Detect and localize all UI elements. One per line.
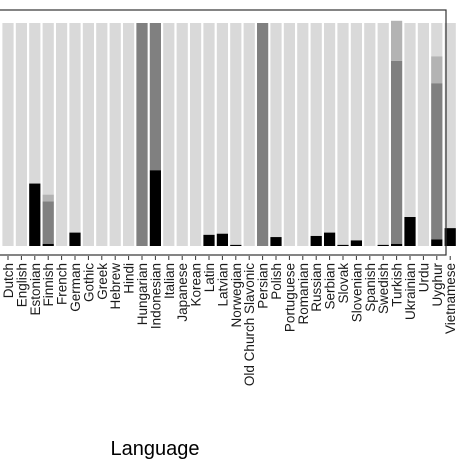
x-tick-label-polish: Polish <box>269 263 284 300</box>
bars-layer <box>2 20 456 246</box>
bar-segment-1-turkish <box>391 243 403 246</box>
bar-segment-2-hungarian <box>136 23 148 246</box>
x-tick-label-serbian: Serbian <box>323 263 338 310</box>
bar-remainder-vietnamese <box>444 23 456 246</box>
bar-segment-3-turkish <box>391 20 403 61</box>
bar-remainder-german <box>69 23 81 246</box>
bar-remainder-ukrainian <box>404 23 416 246</box>
bar-segment-3-finnish <box>42 194 54 202</box>
x-tick-label-uyghur: Uyghur <box>430 263 445 307</box>
x-tick-label-english: English <box>14 263 29 307</box>
bar-segment-2-persian <box>257 23 269 246</box>
x-tick-label-persian: Persian <box>256 263 271 309</box>
x-tick-label-hungarian: Hungarian <box>135 263 150 325</box>
x-tick-label-japanese: Japanese <box>175 263 190 322</box>
bar-remainder-italian <box>163 23 175 246</box>
bar-remainder-hindi <box>123 23 135 246</box>
x-tick-label-urdu: Urdu <box>416 263 431 292</box>
bar-remainder-gothic <box>82 23 94 246</box>
x-tick-label-korean: Korean <box>189 263 204 307</box>
bar-remainder-korean <box>190 23 202 246</box>
x-tick-label-hindi: Hindi <box>122 263 137 294</box>
bar-segment-1-estonian <box>29 183 41 246</box>
bar-remainder-norwegian <box>230 23 242 246</box>
bar-segment-1-serbian <box>324 232 336 246</box>
bar-remainder-portuguese <box>283 23 295 246</box>
bar-segment-2-turkish <box>391 60 403 244</box>
x-tick-label-ukrainian: Ukrainian <box>403 263 418 320</box>
bar-segment-2-uyghur <box>431 83 443 240</box>
bar-remainder-slovenian <box>350 23 362 246</box>
bar-segment-1-vietnamese <box>444 228 456 246</box>
bar-segment-1-ukrainian <box>404 217 416 246</box>
bar-segment-1-norwegian <box>230 244 242 246</box>
bar-segment-3-uyghur <box>431 56 443 84</box>
bar-segment-1-russian <box>310 235 322 246</box>
bar-remainder-urdu <box>417 23 429 246</box>
bar-segment-1-german <box>69 232 81 246</box>
x-tick-label-slovak: Slovak <box>336 263 351 304</box>
bar-remainder-slovak <box>337 23 349 246</box>
bar-remainder-russian <box>310 23 322 246</box>
x-tick-label-german: German <box>68 263 83 312</box>
x-tick-label-turkish: Turkish <box>390 263 405 307</box>
x-tick-label-latin: Latin <box>202 263 217 292</box>
bar-segment-1-polish <box>270 237 282 246</box>
x-axis-tick-labels: DutchEnglishEstonianFinnishFrenchGermanG… <box>1 263 458 387</box>
x-tick-label-romanian: Romanian <box>296 263 311 325</box>
x-tick-label-spanish: Spanish <box>363 263 378 312</box>
bar-segment-1-latin <box>203 234 215 246</box>
bar-segment-2-finnish <box>42 201 54 244</box>
bar-segment-1-latvian <box>216 233 228 246</box>
x-tick-label-hebrew: Hebrew <box>108 263 123 310</box>
x-tick-label-slovenian: Slovenian <box>349 263 364 322</box>
bar-remainder-latvian <box>216 23 228 246</box>
bar-segment-1-swedish <box>377 244 389 246</box>
bar-remainder-spanish <box>364 23 376 246</box>
bar-remainder-english <box>15 23 27 246</box>
bar-remainder-old-church-slavonic <box>243 23 255 246</box>
bar-remainder-polish <box>270 23 282 246</box>
x-tick-label-latvian: Latvian <box>215 263 230 307</box>
bar-remainder-estonian <box>29 23 41 246</box>
x-tick-label-greek: Greek <box>95 263 110 300</box>
bar-segment-1-indonesian <box>149 170 161 246</box>
bar-remainder-romanian <box>297 23 309 246</box>
bar-remainder-swedish <box>377 23 389 246</box>
bar-remainder-hebrew <box>109 23 121 246</box>
bar-segment-1-slovak <box>337 244 349 246</box>
x-tick-label-swedish: Swedish <box>376 263 391 314</box>
x-tick-label-portuguese: Portuguese <box>282 263 297 332</box>
x-tick-label-gothic: Gothic <box>81 263 96 302</box>
x-tick-label-indonesian: Indonesian <box>148 263 163 329</box>
panel-border <box>0 9 447 256</box>
x-tick-label-vietnamese: Vietnamese <box>443 263 458 334</box>
bar-remainder-serbian <box>324 23 336 246</box>
x-tick-label-finnish: Finnish <box>41 263 56 307</box>
x-axis-ticks <box>7 256 451 260</box>
bar-remainder-finnish <box>42 23 54 246</box>
bar-segment-1-slovenian <box>350 240 362 246</box>
bar-remainder-greek <box>96 23 108 246</box>
bar-segment-1-uyghur <box>431 239 443 246</box>
bar-remainder-japanese <box>176 23 188 246</box>
x-tick-label-norwegian: Norwegian <box>229 263 244 328</box>
x-tick-label-russian: Russian <box>309 263 324 312</box>
x-axis-title: Language <box>111 438 200 460</box>
bar-remainder-dutch <box>2 23 14 246</box>
x-tick-label-estonian: Estonian <box>28 263 43 316</box>
x-tick-label-italian: Italian <box>162 263 177 299</box>
bar-remainder-latin <box>203 23 215 246</box>
x-tick-label-old-church-slavonic: Old Church Slavonic <box>242 263 257 386</box>
bar-segment-2-indonesian <box>149 23 161 171</box>
x-tick-label-french: French <box>55 263 70 305</box>
x-tick-label-dutch: Dutch <box>1 263 16 298</box>
bar-segment-1-finnish <box>42 243 54 246</box>
bar-remainder-french <box>56 23 68 246</box>
